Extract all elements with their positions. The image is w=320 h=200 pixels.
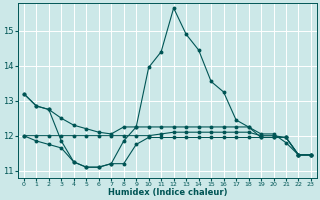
X-axis label: Humidex (Indice chaleur): Humidex (Indice chaleur)	[108, 188, 227, 197]
